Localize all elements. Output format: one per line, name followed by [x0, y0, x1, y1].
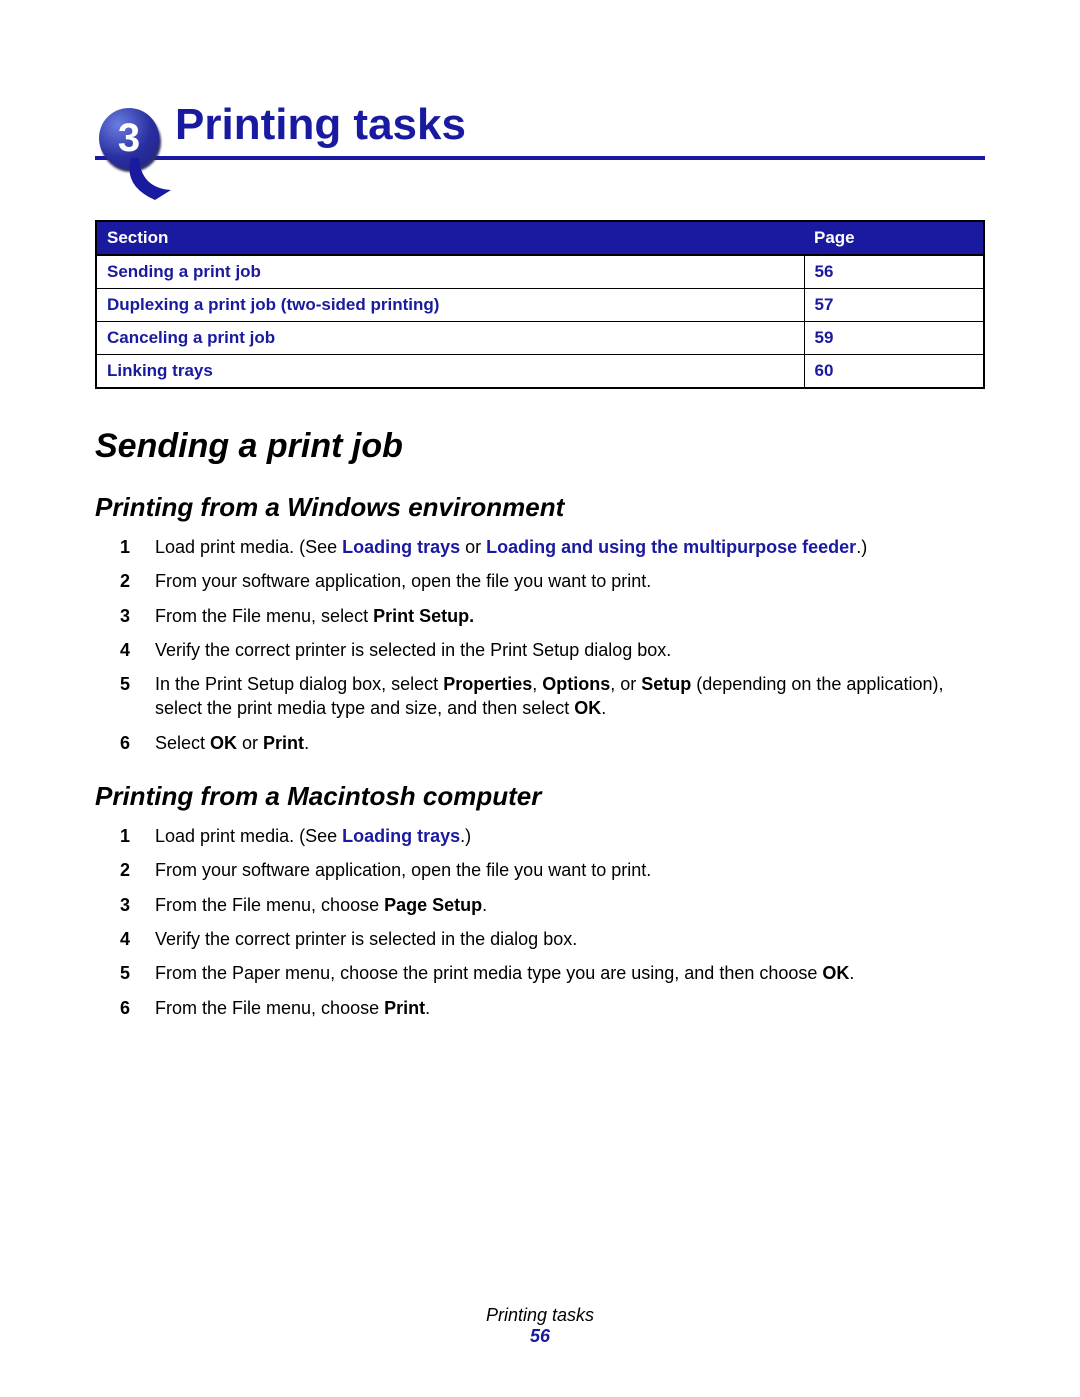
toc-header-row: Section Page — [96, 221, 984, 255]
step-text: Verify the correct printer is selected i… — [155, 640, 671, 660]
section-heading: Sending a print job — [95, 427, 985, 466]
step-text: From your software application, open the… — [155, 571, 651, 591]
step-item: Select OK or Print. — [95, 731, 985, 755]
bold-text: Options — [542, 674, 610, 694]
chapter-title: Printing tasks — [95, 100, 985, 160]
bold-text: Print — [263, 733, 304, 753]
step-text: . — [425, 998, 430, 1018]
footer-page-number: 56 — [0, 1326, 1080, 1347]
step-text: or — [460, 537, 486, 557]
steps-list-windows: Load print media. (See Loading trays or … — [95, 535, 985, 755]
step-item: Verify the correct printer is selected i… — [95, 927, 985, 951]
toc-page-link[interactable]: 59 — [804, 322, 984, 355]
toc-row: Canceling a print job 59 — [96, 322, 984, 355]
toc-page-link[interactable]: 56 — [804, 255, 984, 289]
step-item: Verify the correct printer is selected i… — [95, 638, 985, 662]
bold-text: Setup — [641, 674, 691, 694]
toc-row: Duplexing a print job (two-sided printin… — [96, 289, 984, 322]
toc-header-section: Section — [96, 221, 804, 255]
step-text: From the File menu, choose — [155, 895, 384, 915]
step-text: or — [237, 733, 263, 753]
step-item: From the File menu, choose Print. — [95, 996, 985, 1020]
swoosh-icon — [123, 158, 183, 208]
toc-page-link[interactable]: 57 — [804, 289, 984, 322]
toc-table: Section Page Sending a print job 56 Dupl… — [95, 220, 985, 389]
chapter-header: 3 Printing tasks — [95, 100, 985, 160]
bold-text: OK — [210, 733, 237, 753]
toc-section-link[interactable]: Linking trays — [96, 355, 804, 389]
step-text: .) — [856, 537, 867, 557]
step-text: . — [482, 895, 487, 915]
steps-list-mac: Load print media. (See Loading trays.) F… — [95, 824, 985, 1020]
toc-section-link[interactable]: Sending a print job — [96, 255, 804, 289]
step-text: From the Paper menu, choose the print me… — [155, 963, 822, 983]
step-text: Load print media. (See — [155, 826, 342, 846]
footer-title: Printing tasks — [486, 1305, 594, 1325]
document-page: 3 Printing tasks Section Page Sending a … — [0, 0, 1080, 1397]
step-item: From the Paper menu, choose the print me… — [95, 961, 985, 985]
step-item: From the File menu, choose Page Setup. — [95, 893, 985, 917]
step-text: . — [601, 698, 606, 718]
step-text: . — [304, 733, 309, 753]
toc-header-page: Page — [804, 221, 984, 255]
subsection-heading-windows: Printing from a Windows environment — [95, 492, 985, 523]
step-text: Select — [155, 733, 210, 753]
toc-section-link[interactable]: Duplexing a print job (two-sided printin… — [96, 289, 804, 322]
step-text: Load print media. (See — [155, 537, 342, 557]
inline-link[interactable]: Loading and using the multipurpose feede… — [486, 537, 856, 557]
step-item: From the File menu, select Print Setup. — [95, 604, 985, 628]
inline-link[interactable]: Loading trays — [342, 826, 460, 846]
step-text: , — [532, 674, 542, 694]
toc-row: Linking trays 60 — [96, 355, 984, 389]
page-footer: Printing tasks 56 — [0, 1305, 1080, 1347]
bold-text: Print Setup. — [373, 606, 474, 626]
step-text: From your software application, open the… — [155, 860, 651, 880]
step-item: Load print media. (See Loading trays or … — [95, 535, 985, 559]
inline-link[interactable]: Loading trays — [342, 537, 460, 557]
step-text: From the File menu, choose — [155, 998, 384, 1018]
bold-text: OK — [574, 698, 601, 718]
toc-page-link[interactable]: 60 — [804, 355, 984, 389]
step-item: From your software application, open the… — [95, 858, 985, 882]
chapter-number: 3 — [118, 116, 140, 161]
bold-text: OK — [822, 963, 849, 983]
bold-text: Print — [384, 998, 425, 1018]
step-item: In the Print Setup dialog box, select Pr… — [95, 672, 985, 721]
step-item: Load print media. (See Loading trays.) — [95, 824, 985, 848]
step-text: , or — [610, 674, 641, 694]
step-text: Verify the correct printer is selected i… — [155, 929, 577, 949]
step-text: .) — [460, 826, 471, 846]
step-text: In the Print Setup dialog box, select — [155, 674, 443, 694]
step-text: . — [849, 963, 854, 983]
step-item: From your software application, open the… — [95, 569, 985, 593]
bold-text: Page Setup — [384, 895, 482, 915]
subsection-heading-mac: Printing from a Macintosh computer — [95, 781, 985, 812]
toc-row: Sending a print job 56 — [96, 255, 984, 289]
bold-text: Properties — [443, 674, 532, 694]
step-text: From the File menu, select — [155, 606, 373, 626]
toc-section-link[interactable]: Canceling a print job — [96, 322, 804, 355]
